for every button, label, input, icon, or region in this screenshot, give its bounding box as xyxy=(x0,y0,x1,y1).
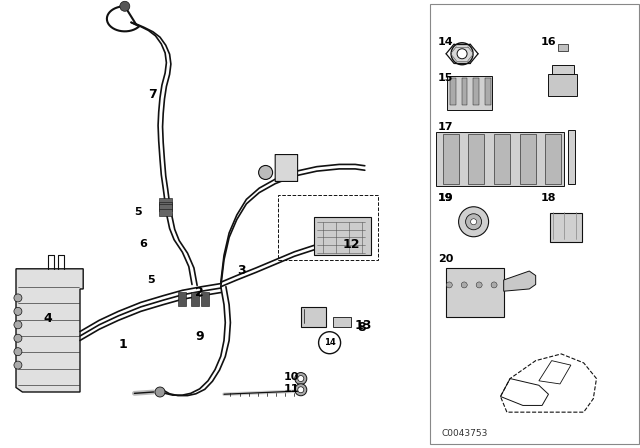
Circle shape xyxy=(298,387,304,393)
Bar xyxy=(550,213,582,242)
Bar xyxy=(201,292,209,306)
Circle shape xyxy=(259,165,273,180)
Bar xyxy=(446,268,504,317)
Text: 20: 20 xyxy=(438,254,453,264)
Bar xyxy=(430,4,639,444)
Polygon shape xyxy=(16,269,83,392)
Circle shape xyxy=(295,373,307,384)
FancyBboxPatch shape xyxy=(275,155,298,181)
Bar xyxy=(447,76,492,110)
Bar xyxy=(314,217,371,255)
Text: 14: 14 xyxy=(438,37,453,47)
Circle shape xyxy=(14,307,22,315)
Polygon shape xyxy=(504,271,536,291)
Text: 5: 5 xyxy=(134,207,142,217)
Circle shape xyxy=(14,321,22,329)
Text: 19: 19 xyxy=(438,194,453,203)
Bar xyxy=(558,44,568,51)
Bar xyxy=(159,204,173,211)
Circle shape xyxy=(14,361,22,369)
Bar xyxy=(159,198,173,205)
Bar xyxy=(159,202,173,209)
Circle shape xyxy=(461,282,467,288)
Bar xyxy=(191,292,199,306)
Text: 5: 5 xyxy=(147,275,155,284)
Circle shape xyxy=(470,219,477,225)
Bar xyxy=(278,195,378,260)
Bar xyxy=(436,132,564,186)
Circle shape xyxy=(459,207,488,237)
Text: 11: 11 xyxy=(284,384,300,394)
Text: 19: 19 xyxy=(438,194,453,203)
Text: 17: 17 xyxy=(438,122,453,132)
Circle shape xyxy=(14,294,22,302)
Text: 3: 3 xyxy=(237,264,245,277)
Text: 4: 4 xyxy=(44,312,52,326)
Text: 15: 15 xyxy=(438,73,453,83)
Bar xyxy=(468,134,484,184)
Bar xyxy=(494,134,510,184)
Text: 12: 12 xyxy=(342,237,360,251)
Bar xyxy=(159,209,173,216)
Bar xyxy=(552,65,574,87)
Bar xyxy=(179,292,186,306)
Text: 13: 13 xyxy=(355,319,372,332)
Circle shape xyxy=(319,332,340,354)
Bar xyxy=(443,134,459,184)
Circle shape xyxy=(457,49,467,59)
Bar xyxy=(333,317,351,327)
Circle shape xyxy=(295,384,307,396)
Text: 16: 16 xyxy=(541,37,556,47)
Bar xyxy=(545,134,561,184)
Text: 2: 2 xyxy=(195,285,204,299)
Text: 7: 7 xyxy=(148,87,157,101)
Bar xyxy=(301,307,326,327)
Bar xyxy=(461,78,467,105)
Circle shape xyxy=(476,282,482,288)
Circle shape xyxy=(298,375,304,382)
Text: 10: 10 xyxy=(284,372,300,382)
Circle shape xyxy=(446,282,452,288)
Circle shape xyxy=(491,282,497,288)
Circle shape xyxy=(466,214,482,230)
Bar xyxy=(568,130,575,184)
Bar xyxy=(474,78,479,105)
Circle shape xyxy=(120,1,130,11)
Circle shape xyxy=(155,387,165,397)
Text: 14: 14 xyxy=(324,338,335,347)
Text: 9: 9 xyxy=(195,329,204,343)
Bar xyxy=(485,78,491,105)
Circle shape xyxy=(14,348,22,356)
Text: C0043753: C0043753 xyxy=(442,429,488,438)
Circle shape xyxy=(451,43,473,65)
Circle shape xyxy=(14,334,22,342)
Text: 1: 1 xyxy=(118,338,127,352)
Bar xyxy=(520,134,536,184)
Text: 6: 6 xyxy=(140,239,147,249)
Text: 8: 8 xyxy=(357,320,365,334)
Text: 18: 18 xyxy=(541,194,556,203)
Bar xyxy=(450,78,456,105)
Bar xyxy=(548,74,577,96)
